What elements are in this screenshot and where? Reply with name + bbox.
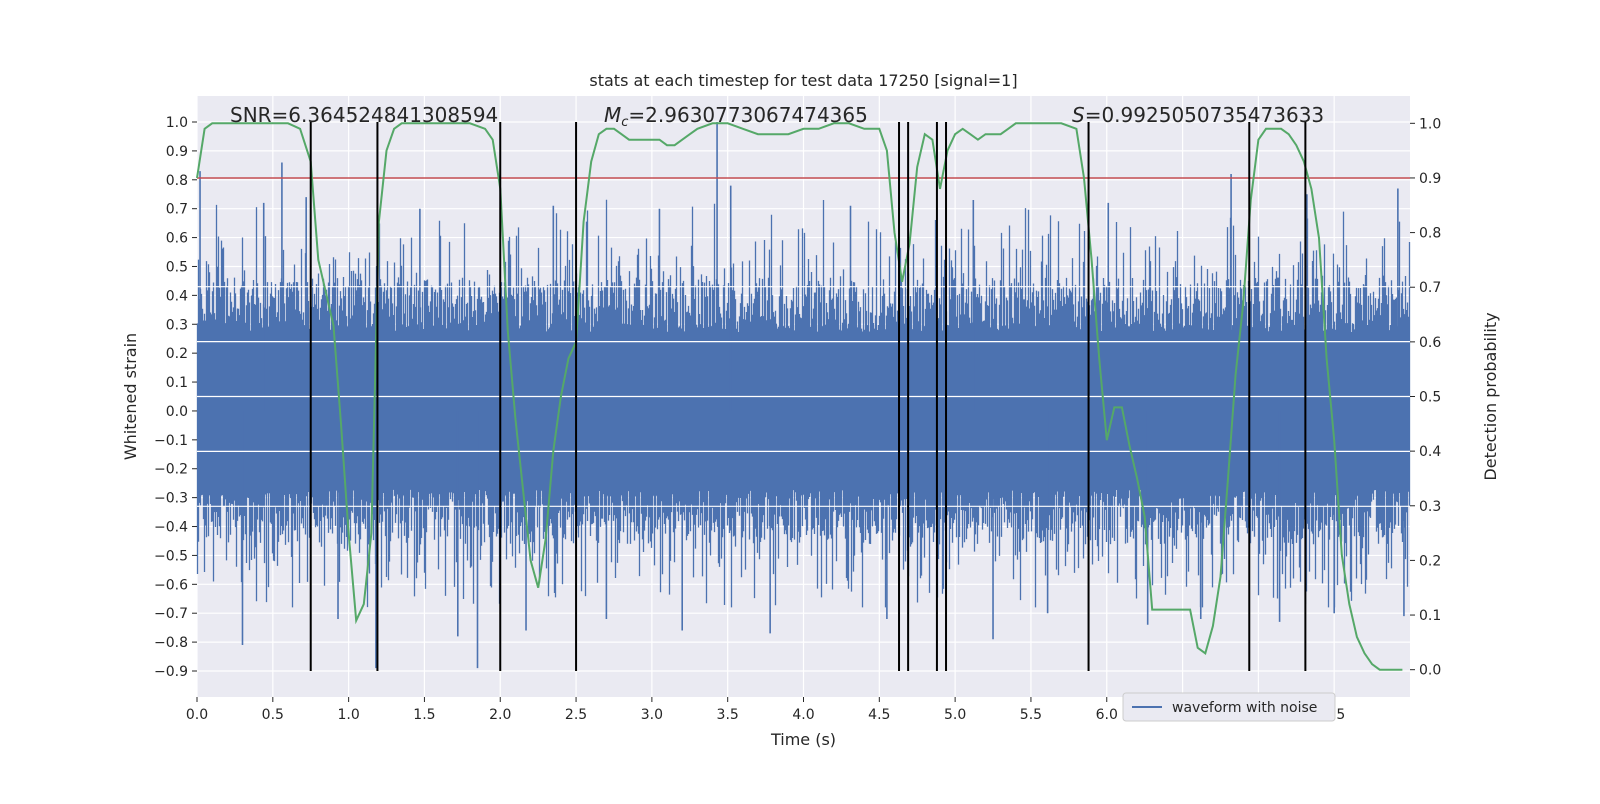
y2-tick-label: 0.4 — [1419, 444, 1441, 460]
chirp-mass-annotation: Mc=2.9630773067474365 — [604, 103, 868, 130]
chart-title: stats at each timestep for test data 172… — [589, 71, 1017, 90]
x-tick-label: 4.0 — [792, 707, 814, 723]
chirp-mass-subscript: c — [621, 115, 628, 130]
x-axis-label: Time (s) — [770, 730, 836, 749]
probability-series — [196, 122, 1403, 671]
y-tick-label: 0.6 — [166, 231, 188, 247]
x-tick-label: 5.0 — [944, 707, 966, 723]
legend-box — [1122, 692, 1336, 722]
x-tick-label: 1.5 — [413, 707, 435, 723]
y2-tick-label: 0.5 — [1419, 390, 1441, 406]
vertical-markers — [309, 122, 1307, 671]
y2-axis-label: Detection probability — [1481, 312, 1500, 480]
x-tick-label: 3.5 — [717, 707, 739, 723]
y-tick-label: 0.7 — [166, 202, 188, 218]
y-tick-label: 0.2 — [166, 346, 188, 362]
x-tick-label: 0.0 — [186, 707, 208, 723]
x-tick-label: 2.5 — [565, 707, 587, 723]
s-value: =0.9925050735473633 — [1085, 103, 1324, 127]
x-tick-label: 1.0 — [337, 707, 359, 723]
y-tick-label: −0.7 — [154, 606, 188, 622]
x-tick-label: 4.5 — [868, 707, 890, 723]
s-symbol: S — [1072, 103, 1085, 127]
y-tick-label: −0.6 — [154, 577, 188, 593]
y-tick-label: 0.5 — [166, 259, 188, 275]
chirp-mass-symbol: M — [604, 103, 621, 127]
y-tick-label: −0.4 — [154, 520, 188, 536]
x-tick-label: 3.0 — [641, 707, 663, 723]
y-axis-label: Whitened strain — [121, 333, 140, 460]
y2-tick-label: 0.6 — [1419, 335, 1441, 351]
y2-tick-label: 0.9 — [1419, 171, 1441, 187]
y-tick-label: −0.8 — [154, 635, 188, 651]
x-tick-label: 6.0 — [1096, 707, 1118, 723]
strain-series — [196, 122, 1411, 669]
y-tick-label: −0.1 — [154, 433, 188, 449]
y2-tick-label: 1.0 — [1419, 116, 1441, 132]
chirp-mass-value: =2.9630773067474365 — [628, 103, 867, 127]
y-tick-label: 1.0 — [166, 115, 188, 131]
y-tick-label: 0.3 — [166, 317, 188, 333]
snr-annotation: SNR=6.364524841308594 — [230, 103, 498, 127]
s-annotation: S=0.9925050735473633 — [1072, 103, 1324, 127]
y-tick-label: 0.8 — [166, 173, 188, 189]
y-tick-label: −0.9 — [154, 664, 188, 680]
x-tick-label: 5.5 — [1020, 707, 1042, 723]
y2-tick-label: 0.2 — [1419, 553, 1441, 569]
y-tick-label: 0.0 — [166, 404, 188, 420]
y2-tick-label: 0.7 — [1419, 280, 1441, 296]
x-tick-label: 0.5 — [262, 707, 284, 723]
legend: waveform with noise — [1122, 692, 1336, 722]
legend-label-waveform: waveform with noise — [1172, 700, 1317, 716]
y-tick-label: −0.3 — [154, 491, 188, 507]
probability-line — [196, 122, 1403, 671]
y-tick-label: 0.1 — [166, 375, 188, 391]
y-tick-label: −0.5 — [154, 548, 188, 564]
y2-tick-label: 0.1 — [1419, 608, 1441, 624]
y2-tick-label: 0.8 — [1419, 226, 1441, 242]
y-tick-label: 0.4 — [166, 288, 188, 304]
y-tick-label: −0.2 — [154, 462, 188, 478]
y2-tick-label: 0.3 — [1419, 499, 1441, 515]
y-tick-label: 0.9 — [166, 144, 188, 160]
y2-tick-label: 0.0 — [1419, 663, 1441, 679]
x-tick-label: 2.0 — [489, 707, 511, 723]
